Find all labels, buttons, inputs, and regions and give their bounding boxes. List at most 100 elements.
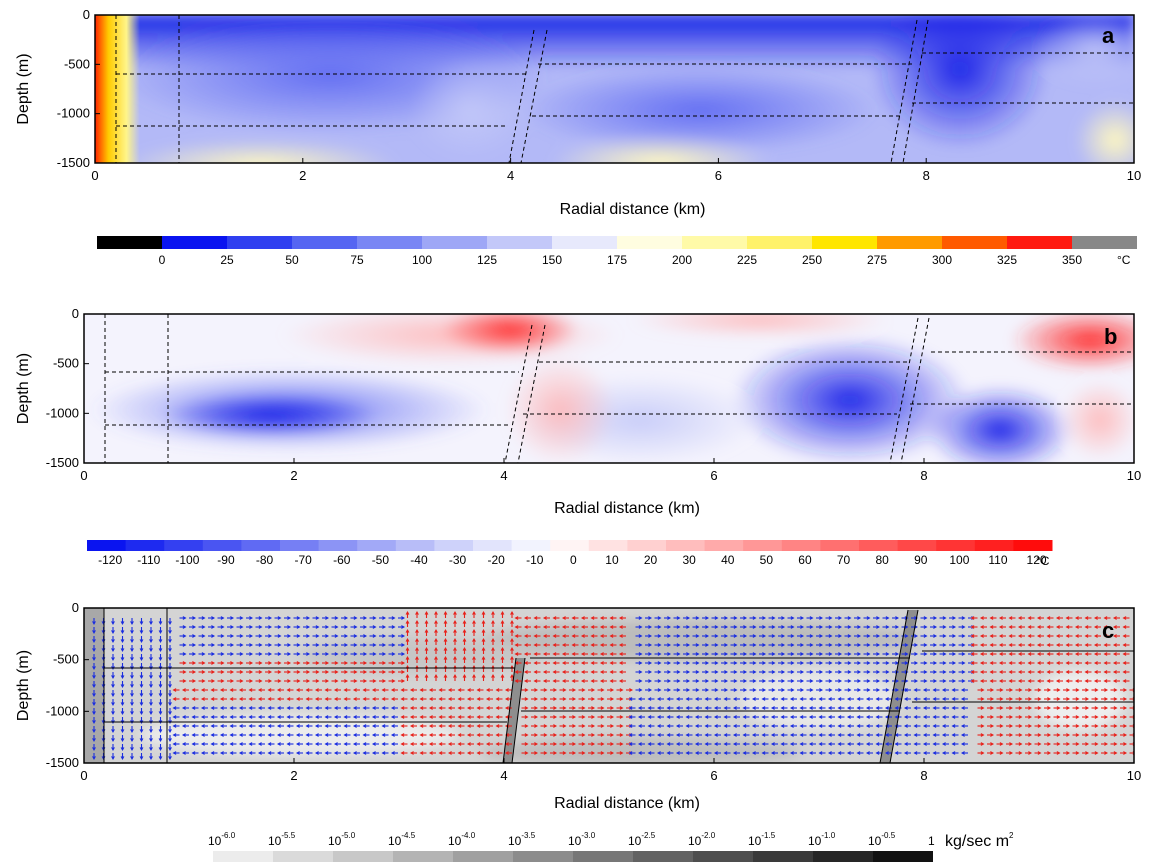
- velocity-vector-head: [295, 751, 300, 755]
- velocity-vector-head: [733, 625, 738, 629]
- velocity-vector-head: [343, 715, 348, 719]
- velocity-vector-head: [1103, 661, 1108, 665]
- velocity-vector-head: [857, 661, 862, 665]
- velocity-vector-head: [485, 688, 490, 692]
- velocity-vector-head: [1094, 697, 1099, 701]
- velocity-vector-head: [485, 751, 490, 755]
- colorbar-swatch: [747, 236, 812, 249]
- velocity-vector-head: [533, 616, 538, 620]
- velocity-vector-head: [267, 715, 272, 719]
- velocity-vector-head: [610, 697, 615, 701]
- velocity-vector-head: [111, 747, 115, 752]
- velocity-vector-head: [524, 742, 529, 746]
- velocity-vector-head: [295, 706, 300, 710]
- velocity-vector-head: [561, 643, 566, 647]
- velocity-vector-head: [961, 625, 966, 629]
- velocity-vector-head: [424, 646, 429, 651]
- velocity-vector-head: [819, 670, 824, 674]
- colorbar-label: 10-2.0: [688, 831, 716, 848]
- velocity-vector-head: [771, 670, 776, 674]
- velocity-vector-head: [258, 634, 263, 638]
- velocity-vector-head: [168, 738, 172, 743]
- velocity-vector-head: [353, 643, 358, 647]
- velocity-vector-head: [1103, 652, 1108, 656]
- velocity-vector-head: [989, 643, 994, 647]
- velocity-vector-head: [895, 625, 900, 629]
- velocity-vector-head: [846, 715, 851, 719]
- velocity-vector-head: [1017, 661, 1022, 665]
- velocity-vector-head: [533, 670, 538, 674]
- velocity-vector-head: [875, 751, 880, 755]
- velocity-vector-head: [491, 637, 495, 642]
- velocity-vector-head: [191, 733, 196, 737]
- velocity-vector-head: [999, 733, 1004, 737]
- velocity-vector-head: [306, 670, 311, 674]
- velocity-vector-head: [1103, 625, 1108, 629]
- colorbar-unit: °C: [1117, 253, 1131, 267]
- velocity-vector-head: [248, 742, 253, 746]
- velocity-vector-head: [210, 706, 215, 710]
- velocity-vector-head: [434, 628, 438, 633]
- velocity-vector-head: [466, 733, 471, 737]
- velocity-vector-head: [325, 661, 330, 665]
- velocity-vector-head: [443, 610, 448, 615]
- velocity-vector-head: [276, 715, 281, 719]
- velocity-vector-head: [534, 706, 539, 710]
- velocity-vector-head: [419, 733, 424, 737]
- velocity-vector-head: [610, 724, 615, 728]
- velocity-vector-head: [158, 720, 163, 725]
- velocity-vector-head: [875, 715, 880, 719]
- velocity-vector-head: [200, 742, 205, 746]
- velocity-vector-head: [457, 751, 462, 755]
- velocity-vector-head: [647, 751, 652, 755]
- velocity-vector-head: [599, 625, 604, 629]
- velocity-vector-head: [120, 666, 125, 671]
- velocity-vector-head: [895, 688, 900, 692]
- panel-a-frame: [94, 14, 1135, 164]
- velocity-vector-head: [1047, 697, 1052, 701]
- velocity-vector-head: [990, 751, 995, 755]
- velocity-vector-head: [315, 652, 320, 656]
- velocity-vector-head: [472, 646, 476, 651]
- velocity-vector-head: [111, 711, 115, 716]
- velocity-vector-head: [382, 634, 387, 638]
- velocity-vector-head: [998, 625, 1003, 629]
- velocity-vector-head: [419, 751, 424, 755]
- velocity-vector-head: [884, 733, 889, 737]
- velocity-vector-head: [409, 742, 414, 746]
- velocity-vector-head: [120, 693, 125, 698]
- colorbar-label: 300: [932, 253, 952, 267]
- velocity-vector-head: [771, 652, 776, 656]
- velocity-vector-head: [903, 742, 908, 746]
- velocity-vector-head: [334, 625, 339, 629]
- velocity-vector-head: [714, 670, 719, 674]
- velocity-vector-head: [838, 688, 843, 692]
- velocity-vector-head: [333, 742, 338, 746]
- velocity-vector-head: [1046, 625, 1051, 629]
- velocity-vector-head: [239, 625, 244, 629]
- velocity-vector-head: [363, 679, 368, 683]
- velocity-vector-head: [220, 625, 225, 629]
- velocity-vector-head: [590, 634, 595, 638]
- velocity-vector-head: [989, 652, 994, 656]
- velocity-vector-head: [343, 706, 348, 710]
- velocity-vector-head: [771, 679, 776, 683]
- velocity-vector-head: [837, 706, 842, 710]
- velocity-vector-head: [277, 616, 282, 620]
- velocity-vector-head: [343, 751, 348, 755]
- velocity-vector-head: [149, 756, 153, 761]
- velocity-vector-head: [847, 688, 852, 692]
- velocity-vector-head: [276, 688, 281, 692]
- velocity-vector-head: [504, 715, 509, 719]
- velocity-vector-head: [219, 688, 224, 692]
- velocity-vector-head: [629, 688, 634, 692]
- velocity-vector-head: [923, 679, 928, 683]
- velocity-vector-head: [182, 670, 187, 674]
- velocity-vector-head: [648, 652, 653, 656]
- velocity-vector-head: [1065, 652, 1070, 656]
- velocity-vector-head: [676, 679, 681, 683]
- velocity-vector-head: [239, 670, 244, 674]
- velocity-vector-head: [434, 619, 438, 624]
- velocity-vector-head: [913, 733, 918, 737]
- velocity-vector-head: [168, 702, 172, 707]
